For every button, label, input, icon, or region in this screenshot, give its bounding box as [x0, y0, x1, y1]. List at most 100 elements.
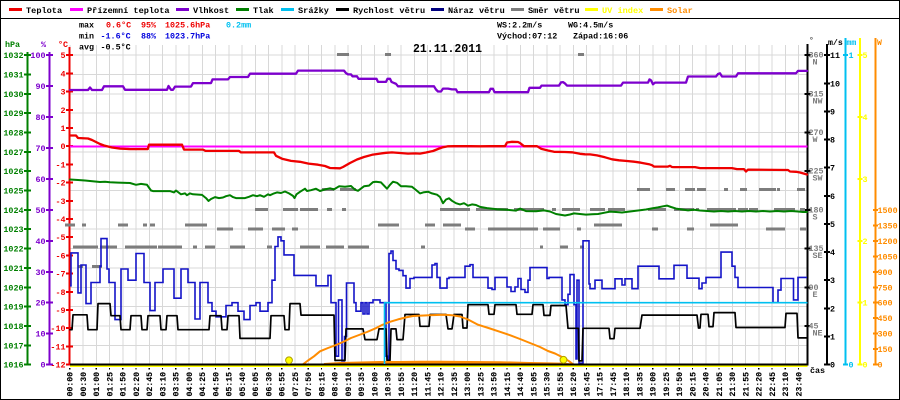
svg-text:1500: 1500	[878, 206, 898, 216]
svg-text:05:15: 05:15	[226, 372, 235, 397]
svg-text:-11: -11	[50, 342, 65, 352]
svg-text:08:15: 08:15	[318, 372, 327, 397]
svg-text:Přízemní teplota: Přízemní teplota	[87, 6, 170, 16]
svg-text:N: N	[813, 58, 818, 68]
svg-text:21:30: 21:30	[729, 372, 738, 397]
svg-text:17:15: 17:15	[597, 372, 606, 397]
svg-text:5: 5	[863, 51, 868, 61]
svg-text:E: E	[813, 290, 818, 300]
svg-text:01:25: 01:25	[106, 372, 115, 397]
svg-text:06:05: 06:05	[252, 372, 261, 397]
svg-text:18:35: 18:35	[636, 372, 645, 397]
svg-text:00:00: 00:00	[67, 372, 76, 397]
svg-text:02:20: 02:20	[133, 372, 142, 397]
svg-text:1023: 1023	[3, 225, 23, 235]
svg-text:4: 4	[830, 248, 835, 258]
svg-text:°C: °C	[58, 40, 68, 50]
svg-text:0.6°C: 0.6°C	[106, 21, 131, 31]
svg-text:1024: 1024	[3, 206, 23, 216]
svg-text:Teplota: Teplota	[26, 6, 62, 16]
svg-text:NE: NE	[813, 328, 823, 338]
svg-text:13:25: 13:25	[477, 372, 486, 397]
svg-text:0: 0	[40, 361, 45, 371]
svg-text:00:30: 00:30	[80, 372, 89, 397]
svg-text:-4: -4	[55, 215, 65, 225]
svg-text:600: 600	[878, 299, 893, 309]
svg-text:°: °	[809, 37, 814, 46]
svg-text:20:15: 20:15	[689, 372, 698, 397]
svg-text:90: 90	[809, 283, 819, 293]
svg-text:19:50: 19:50	[676, 372, 685, 397]
svg-text:2: 2	[863, 237, 868, 247]
svg-text:-10: -10	[50, 324, 65, 334]
svg-text:3: 3	[830, 276, 835, 286]
svg-text:1017: 1017	[3, 341, 23, 351]
svg-text:08:40: 08:40	[332, 372, 341, 397]
svg-text:1023.7hPa: 1023.7hPa	[165, 32, 210, 42]
svg-text:SW: SW	[813, 174, 824, 184]
svg-text:07:25: 07:25	[292, 372, 301, 397]
svg-text:0: 0	[830, 361, 835, 371]
svg-text:-9: -9	[55, 306, 65, 316]
svg-text:8: 8	[830, 136, 835, 146]
svg-text:0: 0	[863, 361, 868, 371]
svg-text:-12: -12	[50, 361, 65, 371]
svg-text:95%: 95%	[141, 21, 157, 31]
svg-text:07:50: 07:50	[305, 372, 314, 397]
svg-text:UV index: UV index	[602, 6, 643, 16]
svg-text:0: 0	[849, 361, 854, 371]
svg-text:-2: -2	[55, 179, 65, 189]
svg-text:1027: 1027	[3, 148, 23, 158]
svg-text:NW: NW	[813, 96, 824, 106]
svg-text:1: 1	[830, 332, 835, 342]
svg-text:1: 1	[863, 299, 868, 309]
svg-text:04:25: 04:25	[199, 372, 208, 397]
svg-text:19:00: 19:00	[650, 372, 659, 397]
svg-text:21:55: 21:55	[742, 372, 751, 397]
svg-text:1021: 1021	[3, 264, 23, 274]
svg-text:360: 360	[809, 51, 824, 61]
svg-text:Západ:16:06: Západ:16:06	[573, 32, 628, 42]
svg-text:150: 150	[878, 345, 893, 355]
svg-text:04:00: 04:00	[186, 372, 195, 397]
svg-text:1050: 1050	[878, 252, 898, 262]
svg-text:0: 0	[60, 142, 65, 152]
svg-text:2: 2	[830, 304, 835, 314]
svg-text:315: 315	[809, 89, 824, 99]
svg-text:avg: avg	[79, 43, 94, 53]
svg-text:14:40: 14:40	[517, 372, 526, 397]
svg-text:50: 50	[35, 206, 45, 216]
svg-text:-8: -8	[55, 288, 65, 298]
svg-text:Rychlost větru: Rychlost větru	[353, 6, 425, 16]
svg-text:0: 0	[878, 361, 883, 371]
svg-text:30: 30	[35, 268, 45, 278]
svg-text:max: max	[79, 21, 94, 31]
svg-text:45: 45	[809, 321, 819, 331]
svg-text:21.11.2011: 21.11.2011	[413, 43, 482, 56]
svg-text:SE: SE	[813, 251, 823, 261]
svg-text:Náraz větru: Náraz větru	[448, 6, 505, 16]
svg-text:12:35: 12:35	[451, 372, 460, 397]
svg-text:m/s: m/s	[828, 38, 843, 48]
svg-text:6: 6	[830, 192, 835, 202]
svg-text:1200: 1200	[878, 237, 898, 247]
svg-text:70: 70	[35, 144, 45, 154]
svg-text:300: 300	[878, 330, 893, 340]
svg-text:20:40: 20:40	[703, 372, 712, 397]
svg-text:10:30: 10:30	[385, 372, 394, 397]
svg-text:5: 5	[830, 220, 835, 230]
svg-text:11:45: 11:45	[424, 372, 433, 397]
svg-text:03:35: 03:35	[173, 372, 182, 397]
svg-text:16:20: 16:20	[570, 372, 579, 397]
svg-text:1350: 1350	[878, 221, 898, 231]
svg-text:11: 11	[830, 51, 840, 61]
svg-text:225: 225	[809, 167, 824, 177]
svg-text:135: 135	[809, 244, 824, 254]
svg-text:Směr větru: Směr větru	[528, 6, 580, 16]
svg-text:14:15: 14:15	[504, 372, 513, 397]
svg-text:1028: 1028	[3, 129, 23, 139]
svg-text:180: 180	[809, 205, 824, 215]
svg-text:100: 100	[30, 51, 45, 61]
svg-text:01:50: 01:50	[120, 372, 129, 397]
svg-text:S: S	[813, 212, 818, 222]
